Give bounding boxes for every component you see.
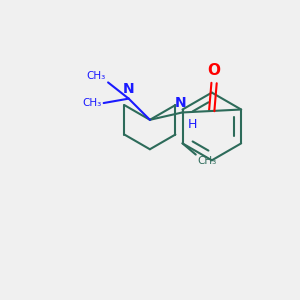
- Text: CH₃: CH₃: [197, 156, 217, 166]
- Text: H: H: [188, 118, 197, 131]
- Text: O: O: [208, 63, 220, 78]
- Text: N: N: [123, 82, 134, 96]
- Text: CH₃: CH₃: [86, 71, 106, 81]
- Text: N: N: [175, 95, 187, 110]
- Text: CH₃: CH₃: [82, 98, 101, 108]
